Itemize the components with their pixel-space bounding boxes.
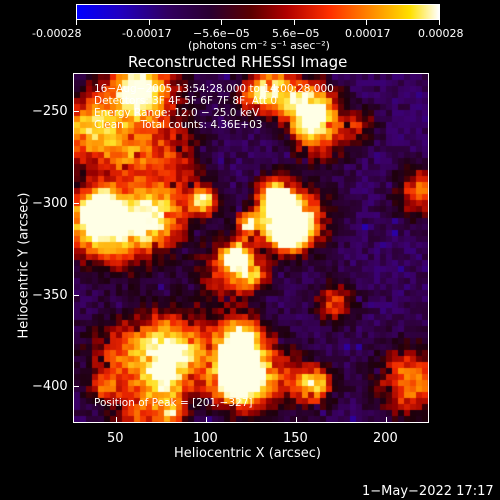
y-tick-mark — [73, 111, 79, 112]
y-tick-mark — [73, 386, 79, 387]
x-tick-mark — [116, 417, 117, 423]
y-tick-label: −400 — [32, 379, 68, 394]
x-tick-mark — [206, 417, 207, 423]
info-time-range: 16−Aug−2005 13:54:28.000 to 14:00:28.000 — [94, 83, 334, 95]
info-energy-range: Energy Range: 12.0 − 25.0 keV — [94, 107, 260, 119]
colorbar-units: (photons cm⁻² s⁻¹ asec⁻²) — [188, 39, 330, 52]
plot-title: Reconstructed RHESSI Image — [128, 53, 348, 71]
colorbar-tick-label: 5.6e−05 — [272, 27, 320, 40]
y-axis-label: Heliocentric Y (arcsec) — [16, 192, 32, 339]
x-tick-mark — [296, 417, 297, 423]
colorbar-tick-mark — [149, 20, 150, 25]
info-total-counts: Clean Total counts: 4.36E+03 — [94, 119, 263, 131]
x-axis-label: Heliocentric X (arcsec) — [174, 446, 321, 461]
colorbar-tick-mark — [221, 20, 222, 25]
colorbar-tick-mark — [76, 20, 77, 25]
heatmap-canvas — [74, 74, 428, 422]
x-tick-label: 50 — [107, 431, 124, 446]
colorbar-tick-label: -0.00028 — [32, 27, 82, 40]
y-tick-mark — [73, 203, 79, 204]
colorbar-tick-mark — [294, 20, 295, 25]
colorbar-tick-label: 0.00017 — [345, 27, 391, 40]
colorbar-tick-mark — [366, 20, 367, 25]
x-tick-label: 100 — [193, 431, 218, 446]
colorbar-tick-label: -0.00017 — [122, 27, 172, 40]
colorbar — [76, 4, 440, 20]
colorbar-tick-mark — [439, 20, 440, 25]
info-peak-position: Position of Peak = [201,−327] — [94, 397, 253, 409]
colorbar-gradient — [77, 5, 439, 19]
x-tick-label: 200 — [373, 431, 398, 446]
colorbar-tick-label: −5.6e−05 — [193, 27, 250, 40]
y-tick-label: −250 — [32, 104, 68, 119]
y-tick-label: −300 — [32, 196, 68, 211]
colorbar-tick-label: 0.00028 — [418, 27, 464, 40]
x-tick-mark — [386, 417, 387, 423]
x-tick-label: 150 — [283, 431, 308, 446]
timestamp: 1−May−2022 17:17 — [362, 484, 494, 499]
solar-image — [73, 73, 429, 423]
y-tick-mark — [73, 295, 79, 296]
info-detectors: Detectors: 3F 4F 5F 6F 7F 8F, Att 0 — [94, 95, 278, 107]
y-tick-label: −350 — [32, 288, 68, 303]
